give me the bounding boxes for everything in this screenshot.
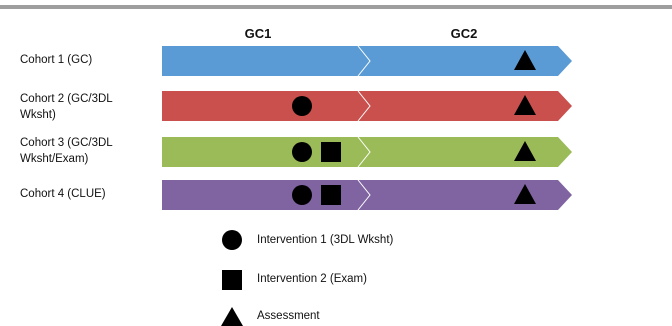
cohort-2-arrow-gc2: [358, 91, 572, 121]
intervention-1-circle-icon: [292, 142, 312, 162]
assessment-triangle-icon: [514, 184, 536, 204]
legend-circle-icon: [222, 230, 242, 250]
cohort-1-arrow-gc1: [162, 46, 370, 76]
phase-label-gc1: GC1: [244, 26, 272, 41]
cohort-3-row: [162, 136, 572, 168]
cohort-4-arrow-gc1: [162, 180, 370, 210]
cohort-3-label: Cohort 3 (GC/3DL Wksht/Exam): [20, 137, 113, 165]
cohort-4-row: [162, 179, 572, 211]
cohort-3-chevron-divider: [357, 136, 371, 168]
intervention-1-circle-icon: [292, 185, 312, 205]
cohort-4-chevron-divider: [357, 179, 371, 211]
legend-assessment-label: Assessment: [257, 310, 320, 322]
cohort-2-chevron-divider: [357, 90, 371, 122]
assessment-triangle-icon: [514, 141, 536, 161]
cohort-1-chevron-divider: [357, 45, 371, 77]
legend-square-icon: [222, 270, 242, 290]
assessment-triangle-icon: [514, 50, 536, 70]
legend-icons: [221, 230, 243, 326]
legend-intervention-2-label: Intervention 2 (Exam): [257, 273, 367, 285]
cohort-4-label: Cohort 4 (CLUE): [20, 188, 106, 200]
cohort-4-arrow-gc2: [358, 180, 572, 210]
cohort-1-row: [162, 45, 572, 77]
top-rule: [0, 5, 672, 9]
cohort-3-arrow-gc2: [358, 137, 572, 167]
intervention-2-square-icon: [321, 142, 341, 162]
phase-label-gc2: GC2: [450, 26, 478, 41]
intervention-2-square-icon: [321, 185, 341, 205]
cohort-3-arrow-gc1: [162, 137, 370, 167]
cohort-2-row: [162, 90, 572, 122]
assessment-triangle-icon: [514, 95, 536, 115]
intervention-1-circle-icon: [292, 96, 312, 116]
legend-intervention-1-label: Intervention 1 (3DL Wksht): [257, 234, 394, 246]
cohort-1-label: Cohort 1 (GC): [20, 54, 93, 66]
cohort-2-arrow-gc1: [162, 91, 370, 121]
cohort-2-label: Cohort 2 (GC/3DL Wksht): [20, 93, 113, 121]
legend-triangle-icon: [221, 307, 243, 326]
cohort-1-arrow-gc2: [358, 46, 572, 76]
